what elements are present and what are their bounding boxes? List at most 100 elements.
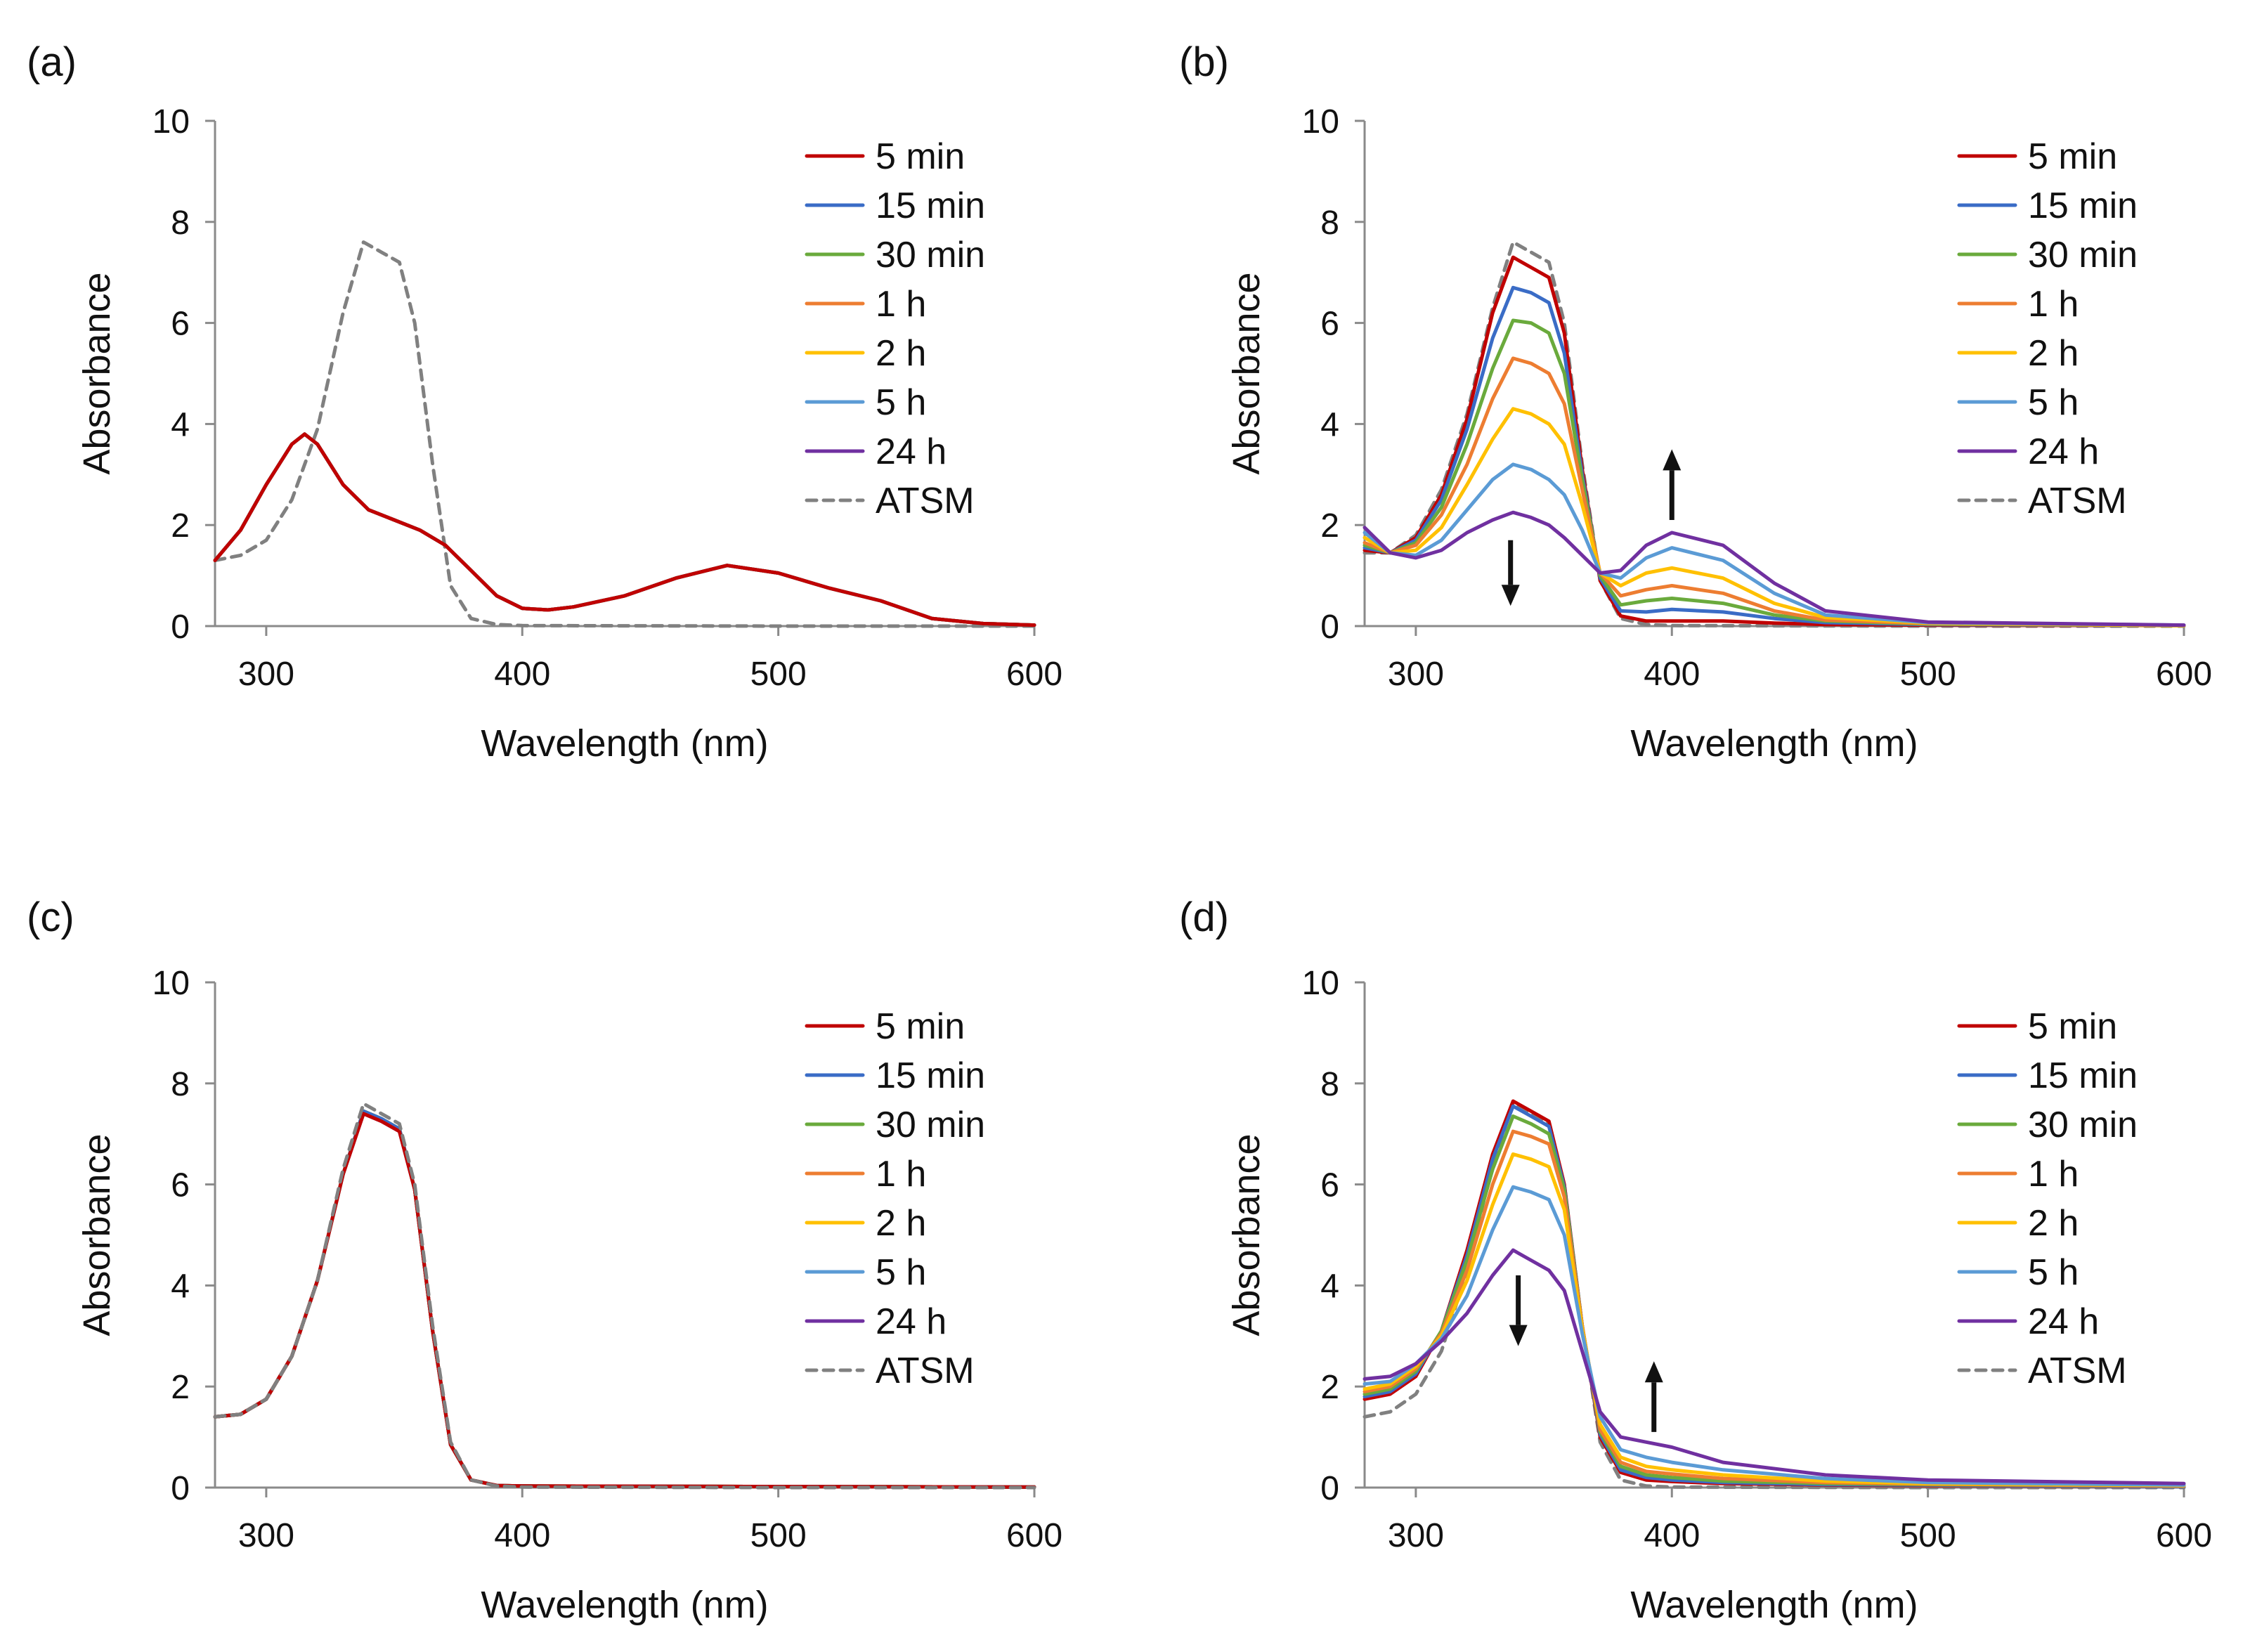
chart-2-legend-label: ATSM (876, 1351, 975, 1391)
chart-0-x-tick-label: 500 (750, 656, 807, 693)
chart-2-y-tick-label: 8 (171, 1066, 190, 1103)
chart-2-legend-label: 1 h (876, 1154, 926, 1195)
chart-0-panel: (a) 0 2 4 6 8 10 300 400 500 600 Wavelength (nm) Abs… (27, 39, 1062, 765)
chart-1-series-atsm (1363, 240, 2186, 628)
chart-2-legend-item: 5 h (805, 1252, 926, 1293)
chart-1-legend-item: 24 h (1957, 431, 2099, 472)
chart-0-legend-label: ATSM (876, 481, 975, 521)
chart-1-series-group (1363, 240, 2186, 628)
chart-1-x-tick-label: 300 (1388, 656, 1444, 693)
chart-2-series-group (213, 1102, 1036, 1490)
chart-3-panel: (d) 0 2 4 6 8 10 300 400 500 600 Wavelength (nm) Abs… (1179, 895, 2212, 1626)
chart-1-legend-label: 30 min (2028, 235, 2138, 275)
chart-1-legend: 5 min 15 min 30 min 1 h 2 h 5 h 24 h ATSM (1957, 136, 2138, 521)
chart-1-legend-label: 15 min (2028, 186, 2138, 226)
chart-0-legend-item: 1 h (805, 284, 926, 325)
chart-3-arrow-0 (1509, 1275, 1528, 1346)
chart-1-legend-item: 1 h (1957, 284, 2079, 325)
chart-2-legend-label: 24 h (876, 1301, 947, 1342)
chart-2-x-tick-label: 400 (494, 1517, 550, 1554)
chart-1-series-1-h (1363, 356, 2186, 627)
chart-3-legend-label: 30 min (2028, 1105, 2138, 1145)
chart-0-y-tick-label: 0 (171, 609, 190, 646)
chart-1-legend-label: ATSM (2028, 481, 2127, 521)
chart-3-arrow-1 (1644, 1361, 1663, 1432)
chart-1-legend-item: 5 min (1957, 136, 2117, 177)
chart-1-legend-label: 5 min (2028, 136, 2117, 177)
chart-1-legend-label: 1 h (2028, 284, 2079, 325)
chart-2-y-tick-label: 0 (171, 1470, 190, 1507)
chart-1-panel-label: (b) (1179, 39, 1229, 85)
chart-0-series-atsm (213, 240, 1036, 628)
chart-3-legend-label: ATSM (2028, 1351, 2127, 1391)
chart-3-legend-item: 5 min (1957, 1006, 2117, 1047)
chart-3-x-tick-label: 500 (1900, 1517, 1956, 1554)
chart-0-legend-label: 1 h (876, 284, 926, 325)
chart-0-legend: 5 min 15 min 30 min 1 h 2 h 5 h 24 h ATSM (805, 136, 985, 521)
chart-1-y-tick-label: 10 (1302, 103, 1339, 141)
chart-0-series-5-min (213, 432, 1036, 627)
chart-3-y-tick-label: 2 (1320, 1369, 1339, 1406)
chart-3-legend-item: 1 h (1957, 1154, 2079, 1195)
chart-3-legend-label: 2 h (2028, 1203, 2079, 1244)
chart-2-y-tick-label: 6 (171, 1167, 190, 1204)
chart-3-legend-item: 30 min (1957, 1105, 2138, 1145)
chart-2-legend-label: 5 h (876, 1252, 926, 1293)
chart-1-x-axis-title: Wavelength (nm) (1630, 722, 1918, 765)
chart-0-legend-label: 30 min (876, 235, 985, 275)
chart-3-legend: 5 min 15 min 30 min 1 h 2 h 5 h 24 h ATSM (1957, 1006, 2138, 1391)
chart-3-legend-label: 5 h (2028, 1252, 2079, 1293)
chart-1-series-5-min (1363, 255, 2186, 627)
chart-1-series-5-h (1363, 462, 2186, 627)
chart-1-series-30-min (1363, 318, 2186, 627)
chart-1-series-15-min (1363, 285, 2186, 627)
chart-0-panel-label: (a) (27, 39, 77, 85)
chart-0-legend-item: 5 min (805, 136, 965, 177)
chart-0-legend-item: 2 h (805, 333, 926, 374)
chart-3-legend-item: 24 h (1957, 1301, 2099, 1342)
chart-1-x-tick-label: 400 (1644, 656, 1700, 693)
chart-0-x-tick-label: 400 (494, 656, 550, 693)
chart-0-y-tick-label: 6 (171, 306, 190, 343)
chart-3-panel-label: (d) (1179, 895, 1229, 940)
chart-1-legend-label: 2 h (2028, 333, 2079, 374)
chart-0-y-tick-label: 8 (171, 204, 190, 242)
chart-2-panel-label: (c) (27, 895, 74, 940)
chart-0-legend-item: 15 min (805, 186, 985, 226)
chart-3-x-axis-title: Wavelength (nm) (1630, 1584, 1918, 1626)
chart-3-y-tick-label: 0 (1320, 1470, 1339, 1507)
chart-3-y-tick-label: 10 (1302, 965, 1339, 1002)
chart-2-legend-item: 1 h (805, 1154, 926, 1195)
chart-3-series-24-h (1363, 1248, 2186, 1485)
chart-1-legend-item: 30 min (1957, 235, 2138, 275)
chart-0-legend-label: 24 h (876, 431, 947, 472)
chart-0-legend-label: 5 h (876, 382, 926, 423)
chart-2-legend-item: 5 min (805, 1006, 965, 1047)
chart-1-series-24-h (1363, 510, 2186, 627)
chart-0-legend-label: 2 h (876, 333, 926, 374)
chart-2-x-tick-label: 300 (238, 1517, 294, 1554)
chart-3-series-group (1363, 1099, 2186, 1490)
chart-1-legend-item: ATSM (1957, 481, 2127, 521)
chart-1-legend-item: 5 h (1957, 382, 2079, 423)
chart-1-legend-item: 15 min (1957, 186, 2138, 226)
chart-0-legend-item: 5 h (805, 382, 926, 423)
chart-3-y-tick-label: 4 (1320, 1268, 1339, 1305)
chart-1-panel: (b) 0 2 4 6 8 10 300 400 500 600 Wavelength (nm) Abs… (1179, 39, 2212, 765)
chart-2-legend-item: 15 min (805, 1055, 985, 1096)
chart-3-legend-label: 15 min (2028, 1055, 2138, 1096)
chart-2-y-tick-label: 2 (171, 1369, 190, 1406)
chart-2-y-tick-label: 10 (152, 965, 190, 1002)
chart-1-series-2-h (1363, 407, 2186, 627)
chart-2-series-atsm (213, 1102, 1036, 1490)
chart-0-legend-item: 30 min (805, 235, 985, 275)
chart-3-x-tick-label: 300 (1388, 1517, 1444, 1554)
chart-0-legend-item: 24 h (805, 431, 947, 472)
chart-1-y-tick-label: 8 (1320, 204, 1339, 242)
chart-0-y-axis-title: Absorbance (76, 272, 118, 474)
chart-1-arrow-0 (1501, 540, 1520, 606)
chart-0-x-tick-label: 600 (1006, 656, 1062, 693)
chart-0-legend-label: 5 min (876, 136, 965, 177)
chart-1-x-tick-label: 600 (2156, 656, 2212, 693)
